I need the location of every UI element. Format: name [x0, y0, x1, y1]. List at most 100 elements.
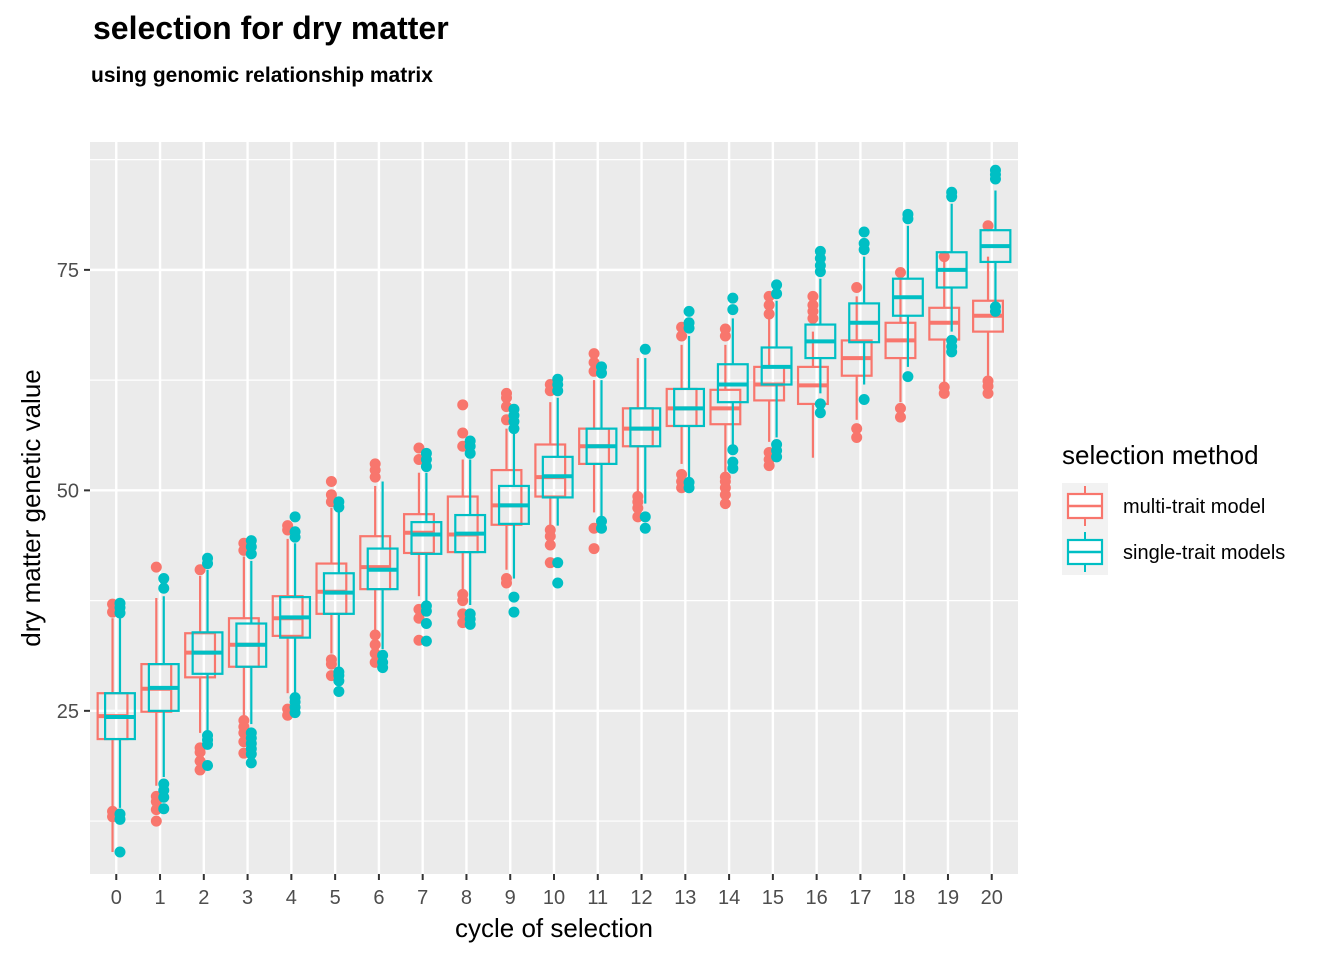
outlier-point [333, 685, 345, 697]
outlier-point [464, 435, 476, 447]
outlier-point [639, 511, 651, 523]
box-cycle-19 [935, 186, 968, 358]
box-iqr [410, 521, 443, 555]
outlier-point [771, 439, 783, 451]
outlier-point [683, 317, 695, 329]
outlier-point [457, 427, 469, 439]
outlier-point [982, 375, 994, 387]
outlier-point [771, 279, 783, 291]
outlier-point [807, 299, 819, 311]
box-cycle-11 [585, 361, 618, 534]
outlier-point [289, 692, 301, 704]
outlier-point [639, 522, 651, 534]
outlier-point [245, 727, 257, 739]
outlier-point [158, 573, 170, 585]
x-tick-label: 10 [543, 887, 565, 909]
x-tick-label: 9 [505, 887, 516, 909]
legend-item-single-trait-models: single-trait models [1062, 529, 1285, 575]
box-cycle-14 [709, 323, 742, 510]
box-cycle-8 [454, 435, 487, 630]
outlier-point [771, 288, 783, 300]
outlier-point [676, 330, 688, 342]
outlier-point [457, 588, 469, 600]
outlier-point [632, 491, 644, 503]
outlier-point [202, 730, 214, 742]
outlier-point [325, 476, 337, 488]
outlier-point [727, 292, 739, 304]
outlier-point [858, 394, 870, 406]
outlier-point [114, 846, 126, 858]
box-cycle-3 [235, 535, 268, 769]
outlier-point [814, 245, 826, 257]
outlier-point [508, 591, 520, 603]
box-cycle-15 [760, 279, 793, 463]
outlier-point [989, 164, 1001, 176]
outlier-point [501, 573, 513, 585]
outlier-point [377, 649, 389, 661]
outlier-point [902, 371, 914, 383]
box-cycle-9 [497, 403, 530, 618]
x-tick-label: 18 [893, 887, 915, 909]
outlier-point [727, 456, 739, 468]
outlier-point [289, 526, 301, 538]
outlier-point [851, 282, 863, 294]
x-tick-label: 19 [937, 887, 959, 909]
outlier-point [639, 343, 651, 355]
outlier-point [763, 299, 775, 311]
y-tick-label: 75 [57, 260, 79, 282]
box-cycle-14 [716, 292, 749, 474]
outlier-point [982, 220, 994, 232]
x-tick-label: 1 [154, 887, 165, 909]
outlier-point [325, 654, 337, 666]
y-axis-title: dry matter genetic value [16, 369, 46, 646]
outlier-point [552, 577, 564, 589]
outlier-point [595, 515, 607, 527]
outlier-point [420, 447, 432, 459]
outlier-point [858, 226, 870, 238]
outlier-point [719, 471, 731, 483]
outlier-point [946, 186, 958, 198]
x-tick-label: 17 [849, 887, 871, 909]
outlier-point [894, 402, 906, 414]
box-cycle-0 [104, 597, 136, 858]
y-tick-label: 50 [57, 480, 79, 502]
outlier-point [508, 606, 520, 618]
outlier-point [150, 561, 162, 573]
outlier-point [202, 552, 214, 564]
outlier-point [420, 618, 432, 630]
legend-label: multi-trait model [1123, 496, 1265, 518]
outlier-point [588, 348, 600, 360]
x-tick-label: 14 [718, 887, 740, 909]
x-tick-label: 16 [806, 887, 828, 909]
outlier-point [420, 600, 432, 612]
box-cycle-12 [629, 343, 662, 534]
outlier-point [946, 334, 958, 346]
box-cycle-4 [279, 511, 312, 719]
outlier-point [114, 597, 126, 609]
outlier-point [333, 666, 345, 678]
x-tick-label: 6 [373, 887, 384, 909]
legend: selection method multi-trait model single… [1062, 440, 1285, 575]
outlier-point [894, 411, 906, 423]
outlier-point [683, 476, 695, 488]
legend-label: single-trait models [1123, 542, 1285, 564]
outlier-point [158, 778, 170, 790]
x-axis-title: cycle of selection [455, 913, 653, 943]
box-cycle-10 [541, 373, 574, 589]
outlier-point [902, 208, 914, 220]
outlier-point [938, 251, 950, 263]
x-axis: 0 1 2 3 4 5 6 7 8 9 10 11 12 13 14 15 16 17 18 19 20 [111, 874, 1003, 909]
box-cycle-19 [928, 251, 961, 399]
outlier-point [719, 498, 731, 510]
outlier-point [544, 539, 556, 551]
outlier-point [727, 444, 739, 456]
chart-title: selection for dry matter [93, 10, 449, 46]
legend-item-multi-trait-model: multi-trait model [1062, 483, 1265, 529]
box-cycle-16 [796, 290, 829, 458]
outlier-point [150, 815, 162, 827]
box-cycle-20 [972, 220, 1004, 399]
outlier-point [552, 373, 564, 385]
legend-title: selection method [1062, 440, 1259, 470]
box-cycle-18 [884, 267, 917, 423]
